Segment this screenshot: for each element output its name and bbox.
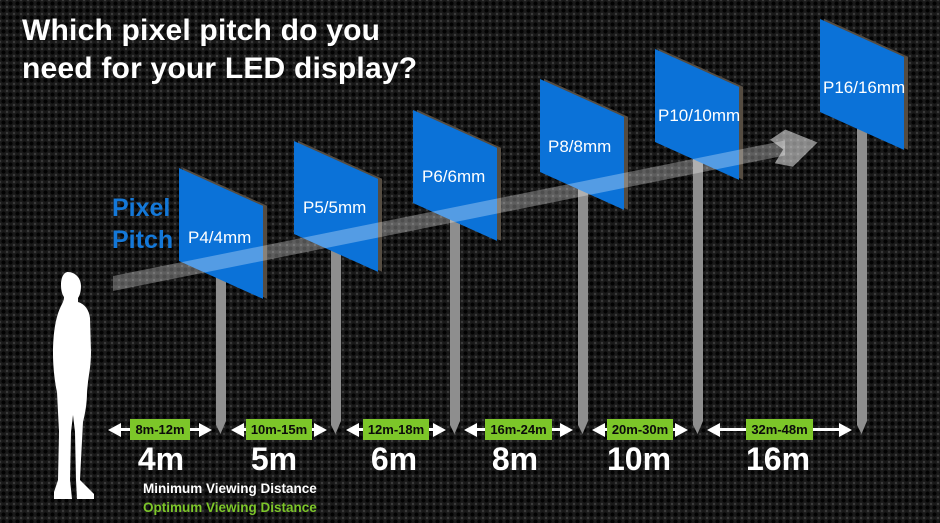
page-title-line2: need for your LED display? — [22, 52, 418, 85]
pixel-pitch-label: Pixel Pitch — [112, 192, 173, 256]
arrow-right-icon — [675, 422, 688, 437]
page-title: Which pixel pitch do you need for your L… — [22, 12, 417, 88]
arrow-line — [244, 428, 246, 431]
legend: Minimum Viewing Distance Optimum Viewing… — [143, 480, 317, 517]
arrow-left-icon — [231, 422, 244, 437]
arrow-right-icon — [433, 422, 446, 437]
arrow-line — [121, 428, 131, 431]
arrow-left-icon — [464, 422, 477, 437]
arrow-line — [477, 428, 486, 431]
min-distance-label: 10m — [606, 441, 672, 477]
display-pole — [331, 240, 341, 434]
legend-optimum: Optimum Viewing Distance — [143, 499, 317, 515]
distance-segment: 16m-24m — [464, 419, 573, 440]
legend-minimum: Minimum Viewing Distance — [143, 481, 317, 496]
optimum-range-badge: 16m-24m — [485, 419, 552, 440]
display-pole — [857, 120, 867, 434]
optimum-range-badge: 8m-12m — [130, 419, 190, 440]
pixel-pitch-label-line1: Pixel — [112, 194, 171, 222]
arrow-left-icon — [707, 422, 720, 437]
panel-label-p4: P4/4mm — [188, 228, 252, 247]
display-pole — [450, 210, 460, 434]
arrow-line — [720, 428, 747, 431]
min-distance-label: 5m — [250, 441, 298, 477]
arrow-right-icon — [560, 422, 573, 437]
person-silhouette-icon — [53, 272, 94, 499]
display-pole — [216, 268, 226, 434]
optimum-range-badge: 12m-18m — [362, 419, 430, 440]
distance-segment: 12m-18m — [346, 419, 446, 440]
arrow-right-icon — [314, 422, 327, 437]
min-distance-label: 4m — [137, 441, 185, 477]
arrowhead-icon — [770, 129, 818, 167]
arrow-line — [812, 428, 839, 431]
arrow-line — [673, 428, 675, 431]
arrow-line — [189, 428, 200, 431]
page-title-line1: Which pixel pitch do you — [22, 14, 381, 47]
display-pole — [578, 180, 588, 434]
arrow-right-icon — [199, 422, 213, 437]
arrow-line — [312, 428, 314, 431]
distance-segment: 8m-12m — [108, 419, 213, 440]
panel-label-p10: P10/10mm — [658, 106, 741, 125]
min-distance-label: 6m — [370, 441, 418, 477]
arrow-line — [551, 428, 560, 431]
panel-label-p5: P5/5mm — [303, 198, 367, 217]
min-distance-label: 16m — [745, 441, 811, 477]
panel-label-p8: P8/8mm — [548, 137, 612, 156]
arrow-left-icon — [108, 422, 121, 437]
arrow-line — [605, 428, 607, 431]
optimum-range-badge: 10m-15m — [245, 419, 313, 440]
min-distance-label: 8m — [491, 441, 539, 477]
arrow-line — [429, 428, 433, 431]
distance-segment: 10m-15m — [231, 419, 327, 440]
distance-segment: 20m-30m — [592, 419, 688, 440]
arrow-line — [359, 428, 363, 431]
distance-segment: 32m-48m — [707, 419, 852, 440]
arrow-right-icon — [839, 422, 852, 437]
display-pole — [693, 150, 703, 434]
panel-label-p16: P16/16mm — [823, 78, 906, 97]
optimum-range-badge: 20m-30m — [606, 419, 674, 440]
arrow-left-icon — [592, 422, 605, 437]
pixel-pitch-label-line2: Pitch — [112, 226, 174, 254]
optimum-range-badge: 32m-48m — [746, 419, 813, 440]
panel-label-p6: P6/6mm — [422, 167, 486, 186]
arrow-left-icon — [346, 422, 359, 437]
